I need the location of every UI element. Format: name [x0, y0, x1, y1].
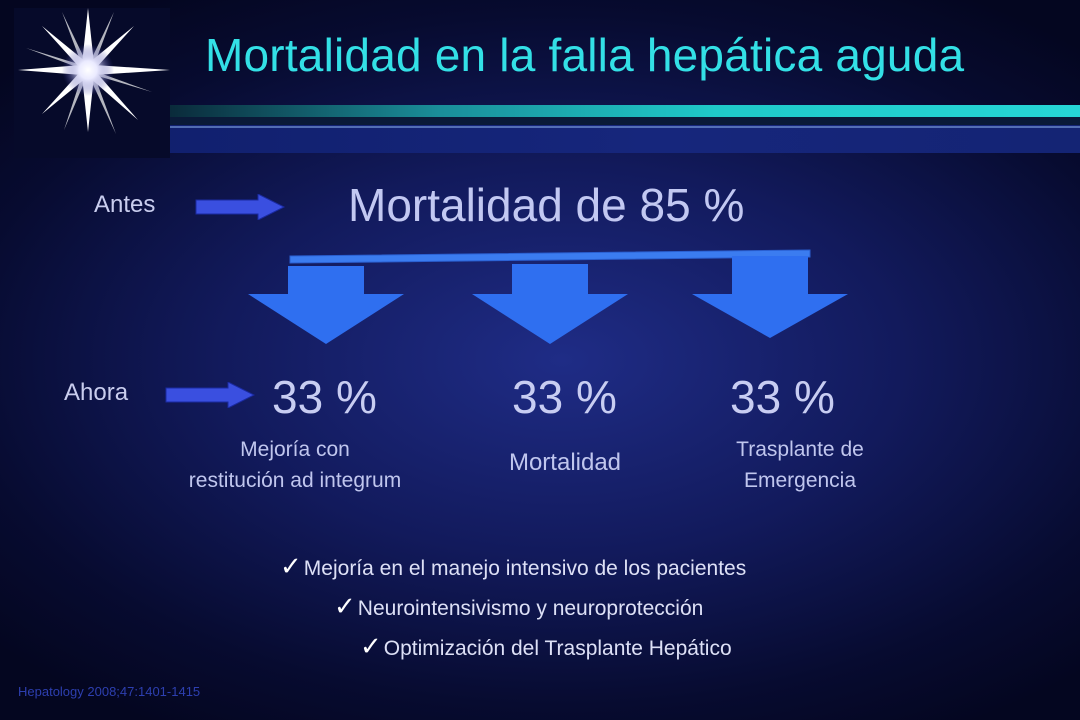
outcome-percent-1: 33 % — [272, 371, 377, 423]
down-arrow-icon — [472, 264, 628, 344]
outcome-description-2: Mortalidad — [465, 447, 665, 478]
down-arrow-icon — [692, 256, 848, 338]
right-arrow-icon — [194, 194, 286, 220]
header-band-teal — [168, 105, 1080, 117]
header-band-dark — [14, 117, 1080, 125]
outcome-description-line: Mortalidad — [508, 449, 622, 476]
bullet-text: Mejoría en el manejo intensivo de los pa… — [303, 557, 747, 580]
bullet-text: Optimización del Trasplante Hepático — [383, 637, 732, 660]
bullet-item: ✓Optimización del Trasplante Hepático — [360, 632, 732, 662]
header-band-line — [168, 126, 1080, 128]
citation: Hepatology 2008;47:1401-1415 — [18, 684, 201, 699]
outcome-description-line: Mejoría con — [240, 438, 350, 461]
starburst-icon — [14, 8, 170, 158]
outcome-percent-3: 33 % — [730, 371, 835, 423]
outcome-description-line: restitución ad integrum — [188, 469, 402, 492]
bullet-text: Neurointensivismo y neuroprotección — [357, 597, 704, 620]
checkmark-icon: ✓ — [360, 632, 382, 662]
branch-diagram — [240, 248, 860, 348]
mortality-before: Mortalidad de 85 % — [348, 179, 745, 231]
bullet-item: ✓Neurointensivismo y neuroprotección — [334, 592, 703, 622]
before-label: Antes — [94, 191, 156, 218]
right-arrow-icon — [164, 382, 256, 408]
now-label: Ahora — [64, 379, 129, 406]
checkmark-icon: ✓ — [334, 592, 356, 622]
page-title: Mortalidad en la falla hepática aguda — [205, 29, 965, 81]
down-arrow-icon — [248, 266, 404, 344]
outcome-description-3: Trasplante de Emergencia — [680, 434, 920, 496]
checkmark-icon: ✓ — [280, 552, 302, 582]
header-band-lower — [14, 125, 1080, 153]
outcome-percent-2: 33 % — [512, 371, 617, 423]
outcome-description-line: Trasplante de — [736, 438, 864, 461]
outcome-description-line: Emergencia — [743, 469, 857, 492]
bullet-item: ✓Mejoría en el manejo intensivo de los p… — [280, 552, 746, 582]
outcome-description-1: Mejoría con restitución ad integrum — [140, 434, 450, 496]
